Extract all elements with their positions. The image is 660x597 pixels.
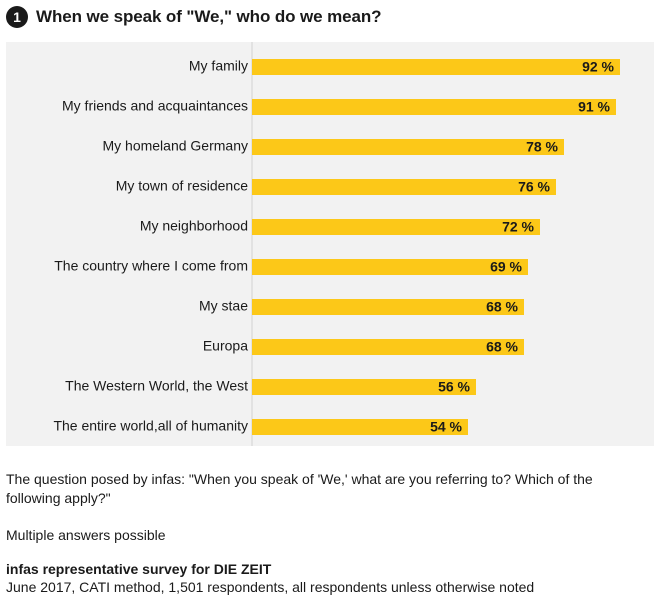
category-label: My town of residence bbox=[116, 178, 248, 194]
category-label: My family bbox=[189, 58, 248, 74]
category-label: My stae bbox=[199, 298, 248, 314]
answers-note: Multiple answers possible bbox=[6, 527, 166, 543]
category-label: My homeland Germany bbox=[102, 138, 248, 154]
category-label: Europa bbox=[203, 338, 248, 354]
category-label: The entire world,all of humanity bbox=[53, 418, 248, 434]
chart-title: When we speak of "We," who do we mean? bbox=[36, 7, 382, 26]
value-label: 72 % bbox=[502, 219, 534, 235]
value-label: 91 % bbox=[578, 99, 610, 115]
source-detail: June 2017, CATI method, 1,501 respondent… bbox=[6, 579, 535, 595]
chart-notes: The question posed by infas: "When you s… bbox=[6, 470, 651, 595]
value-label: 76 % bbox=[518, 179, 550, 195]
bar bbox=[252, 179, 556, 195]
value-label: 68 % bbox=[486, 339, 518, 355]
bar bbox=[252, 59, 620, 75]
bar bbox=[252, 219, 540, 235]
value-label: 78 % bbox=[526, 139, 558, 155]
value-label: 56 % bbox=[438, 379, 470, 395]
chart-header: 1 When we speak of "We," who do we mean? bbox=[6, 4, 382, 30]
category-label: The country where I come from bbox=[54, 258, 248, 274]
bar bbox=[252, 259, 528, 275]
value-label: 54 % bbox=[430, 419, 462, 435]
category-label: My friends and acquaintances bbox=[62, 98, 248, 114]
category-label: The Western World, the West bbox=[65, 378, 248, 394]
value-label: 92 % bbox=[582, 59, 614, 75]
bar bbox=[252, 99, 616, 115]
bar bbox=[252, 339, 524, 355]
source-title: infas representative survey for DIE ZEIT bbox=[6, 561, 272, 577]
value-label: 68 % bbox=[486, 299, 518, 315]
bar bbox=[252, 139, 564, 155]
bar-chart: My family 92 % My friends and acquaintance… bbox=[53, 42, 620, 446]
category-label: My neighborhood bbox=[140, 218, 248, 234]
survey-question: The question posed by infas: "When you s… bbox=[6, 471, 593, 506]
bar bbox=[252, 299, 524, 315]
chart-panel: My family 92 % My friends and acquaintance… bbox=[6, 42, 654, 446]
chart-number-badge: 1 bbox=[6, 6, 28, 28]
bar bbox=[252, 379, 476, 395]
bar bbox=[252, 419, 468, 435]
value-label: 69 % bbox=[490, 259, 522, 275]
